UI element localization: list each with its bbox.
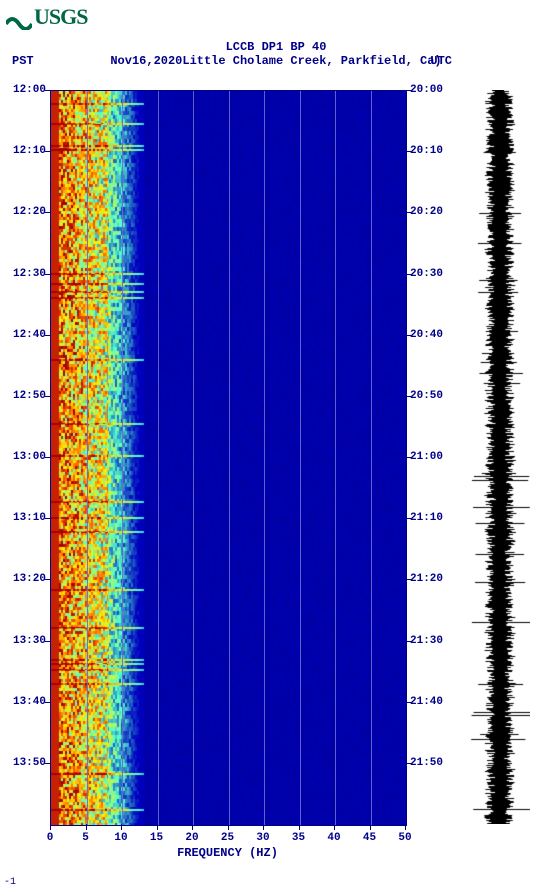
seismogram-trace [470, 90, 530, 824]
ytick-right-label: 21:20 [410, 573, 443, 585]
ytick-mark [45, 763, 50, 764]
xtick-label: 10 [114, 832, 127, 844]
spectrogram-plot [50, 90, 407, 826]
ytick-mark [45, 702, 50, 703]
xtick-label: 0 [47, 832, 54, 844]
ytick-right-label: 20:40 [410, 329, 443, 341]
title-location: Little Cholame Creek, Parkfield, Ca) [182, 54, 441, 68]
ytick-mark [45, 335, 50, 336]
ytick-left-label: 13:40 [8, 696, 46, 708]
logo-text: USGS [34, 4, 87, 29]
xtick-label: 50 [398, 832, 411, 844]
ytick-mark [406, 518, 411, 519]
gridline [264, 91, 265, 825]
ytick-left-label: 12:30 [8, 268, 46, 280]
xtick-label: 35 [292, 832, 305, 844]
gridline [87, 91, 88, 825]
xtick-mark [263, 824, 264, 830]
xtick-mark [157, 824, 158, 830]
ytick-left-label: 12:40 [8, 329, 46, 341]
seismogram-canvas [470, 90, 530, 824]
xtick-mark [192, 824, 193, 830]
ytick-mark [45, 579, 50, 580]
ytick-right-label: 21:00 [410, 451, 443, 463]
x-axis: 05101520253035404550 FREQUENCY (HZ) [50, 828, 405, 868]
ytick-left-label: 12:20 [8, 206, 46, 218]
ytick-right-label: 21:50 [410, 757, 443, 769]
gridline [193, 91, 194, 825]
xtick-mark [370, 824, 371, 830]
ytick-mark [406, 335, 411, 336]
ytick-mark [45, 518, 50, 519]
title-date: Nov16,2020 [110, 54, 182, 68]
utc-label: UTC [430, 54, 452, 68]
ytick-right-label: 20:20 [410, 206, 443, 218]
usgs-logo: USGS [6, 4, 87, 30]
ytick-right-label: 20:10 [410, 145, 443, 157]
ytick-mark [45, 274, 50, 275]
gridline [300, 91, 301, 825]
ytick-left-label: 12:00 [8, 84, 46, 96]
ytick-left-label: 13:10 [8, 512, 46, 524]
gridline [122, 91, 123, 825]
ytick-right-label: 21:40 [410, 696, 443, 708]
gridline [371, 91, 372, 825]
ytick-mark [45, 212, 50, 213]
ytick-mark [406, 763, 411, 764]
ytick-mark [45, 457, 50, 458]
xtick-label: 40 [327, 832, 340, 844]
ytick-left-label: 13:20 [8, 573, 46, 585]
xtick-label: 5 [82, 832, 89, 844]
xtick-label: 30 [256, 832, 269, 844]
xtick-label: 45 [363, 832, 376, 844]
x-axis-label: FREQUENCY (HZ) [50, 846, 405, 860]
xtick-label: 25 [221, 832, 234, 844]
ytick-mark [406, 90, 411, 91]
xtick-label: 15 [150, 832, 163, 844]
xtick-mark [86, 824, 87, 830]
ytick-left-label: 12:50 [8, 390, 46, 402]
xtick-mark [334, 824, 335, 830]
ytick-mark [45, 396, 50, 397]
ytick-mark [406, 579, 411, 580]
gridline [335, 91, 336, 825]
ytick-right-label: 20:30 [410, 268, 443, 280]
corner-mark: -1 [4, 877, 16, 888]
title-line2: PST Nov16,2020Little Cholame Creek, Park… [0, 54, 552, 68]
ytick-mark [45, 90, 50, 91]
ytick-mark [406, 274, 411, 275]
ytick-mark [45, 641, 50, 642]
ytick-mark [45, 151, 50, 152]
gridline [229, 91, 230, 825]
ytick-left-label: 13:50 [8, 757, 46, 769]
ytick-left-label: 12:10 [8, 145, 46, 157]
ytick-right-label: 21:10 [410, 512, 443, 524]
ytick-mark [406, 151, 411, 152]
gridline [158, 91, 159, 825]
ytick-mark [406, 641, 411, 642]
xtick-label: 20 [185, 832, 198, 844]
xtick-mark [299, 824, 300, 830]
ytick-mark [406, 212, 411, 213]
ytick-mark [406, 457, 411, 458]
xtick-mark [50, 824, 51, 830]
ytick-left-label: 13:00 [8, 451, 46, 463]
xtick-mark [405, 824, 406, 830]
ytick-left-label: 13:30 [8, 635, 46, 647]
ytick-right-label: 20:00 [410, 84, 443, 96]
ytick-mark [406, 396, 411, 397]
xtick-mark [228, 824, 229, 830]
usgs-wave-icon [6, 10, 32, 28]
ytick-right-label: 20:50 [410, 390, 443, 402]
pst-label: PST [12, 54, 34, 68]
ytick-mark [406, 702, 411, 703]
xtick-mark [121, 824, 122, 830]
title-block: LCCB DP1 BP 40 PST Nov16,2020Little Chol… [0, 40, 552, 68]
ytick-right-label: 21:30 [410, 635, 443, 647]
title-line1: LCCB DP1 BP 40 [0, 40, 552, 54]
